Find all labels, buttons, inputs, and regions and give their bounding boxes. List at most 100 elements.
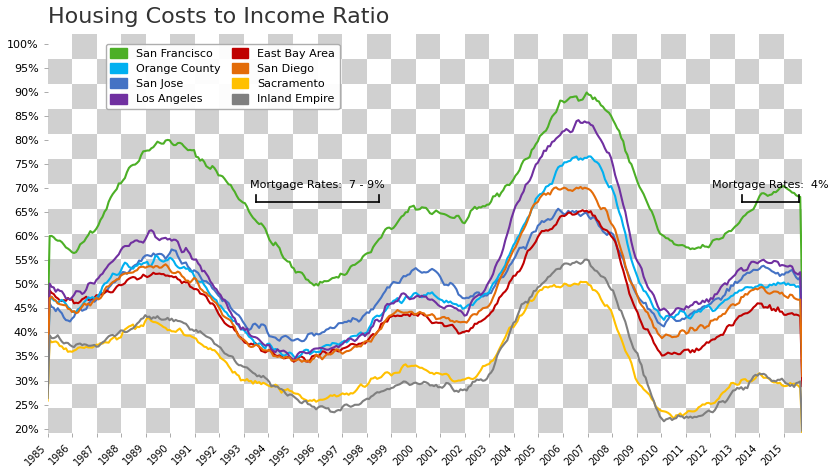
Legend: San Francisco, Orange County, San Jose, Los Angeles, East Bay Area, San Diego, S: San Francisco, Orange County, San Jose, … [106,44,339,109]
Bar [490,59,514,84]
Bar [342,34,366,59]
Bar [195,134,219,159]
Bar [735,84,759,109]
Bar [440,209,465,234]
Bar [465,84,490,109]
Bar [48,334,72,358]
San Francisco [581,90,591,95]
Bar [735,159,759,184]
San Diego [427,311,437,317]
Bar [784,234,808,259]
Bar [97,184,121,209]
Bar [514,283,538,309]
Bar [366,134,391,159]
Bar [440,134,465,159]
Bar [637,409,661,433]
Line: Orange County: Orange County [48,156,802,375]
Bar [219,159,244,184]
Bar [637,234,661,259]
Bar [121,283,146,309]
Bar [391,209,416,234]
Bar [661,84,685,109]
Bar [637,59,661,84]
Bar [637,184,661,209]
Bar [612,309,637,334]
Bar [293,209,318,234]
Bar [538,184,563,209]
Bar [612,59,637,84]
Bar [587,184,612,209]
Bar [637,283,661,309]
Bar [48,409,72,433]
Bar [440,409,465,433]
Bar [342,259,366,283]
Bar [612,134,637,159]
Bar [440,59,465,84]
Bar [637,109,661,134]
Bar [759,234,784,259]
Bar [465,59,490,84]
Bar [366,409,391,433]
Bar [97,109,121,134]
Bar [219,309,244,334]
Bar [97,409,121,433]
Bar [563,159,587,184]
Bar [490,334,514,358]
Bar [711,184,735,209]
San Jose [297,338,307,344]
Bar [538,34,563,59]
Bar [735,358,759,383]
Bar [97,34,121,59]
Bar [48,184,72,209]
Bar [171,234,195,259]
Bar [490,159,514,184]
Bar [612,184,637,209]
Bar [318,59,342,84]
Bar [685,234,711,259]
Inland Empire [581,257,591,263]
Bar [366,383,391,409]
Bar [391,283,416,309]
Bar [465,34,490,59]
Bar [48,259,72,283]
Bar [416,59,440,84]
Bar [342,59,366,84]
Bar [171,209,195,234]
Bar [465,334,490,358]
East Bay Area [297,354,307,360]
Bar [366,209,391,234]
Bar [735,134,759,159]
Los Angeles [43,361,53,367]
Bar [391,358,416,383]
Bar [465,409,490,433]
Bar [146,234,171,259]
Bar [269,358,293,383]
Bar [735,59,759,84]
Bar [244,283,269,309]
Bar [784,59,808,84]
Bar [318,234,342,259]
Bar [416,283,440,309]
Bar [711,283,735,309]
Bar [514,259,538,283]
Bar [661,334,685,358]
Bar [146,259,171,283]
Bar [342,383,366,409]
Bar [269,283,293,309]
Bar [514,234,538,259]
Bar [318,283,342,309]
Bar [171,309,195,334]
Bar [97,334,121,358]
Bar [293,184,318,209]
Bar [637,159,661,184]
Bar [195,184,219,209]
Bar [759,409,784,433]
Bar [465,358,490,383]
Bar [563,109,587,134]
Bar [195,234,219,259]
Bar [121,309,146,334]
Bar [342,134,366,159]
Bar [72,334,97,358]
Bar [465,283,490,309]
Bar [465,234,490,259]
